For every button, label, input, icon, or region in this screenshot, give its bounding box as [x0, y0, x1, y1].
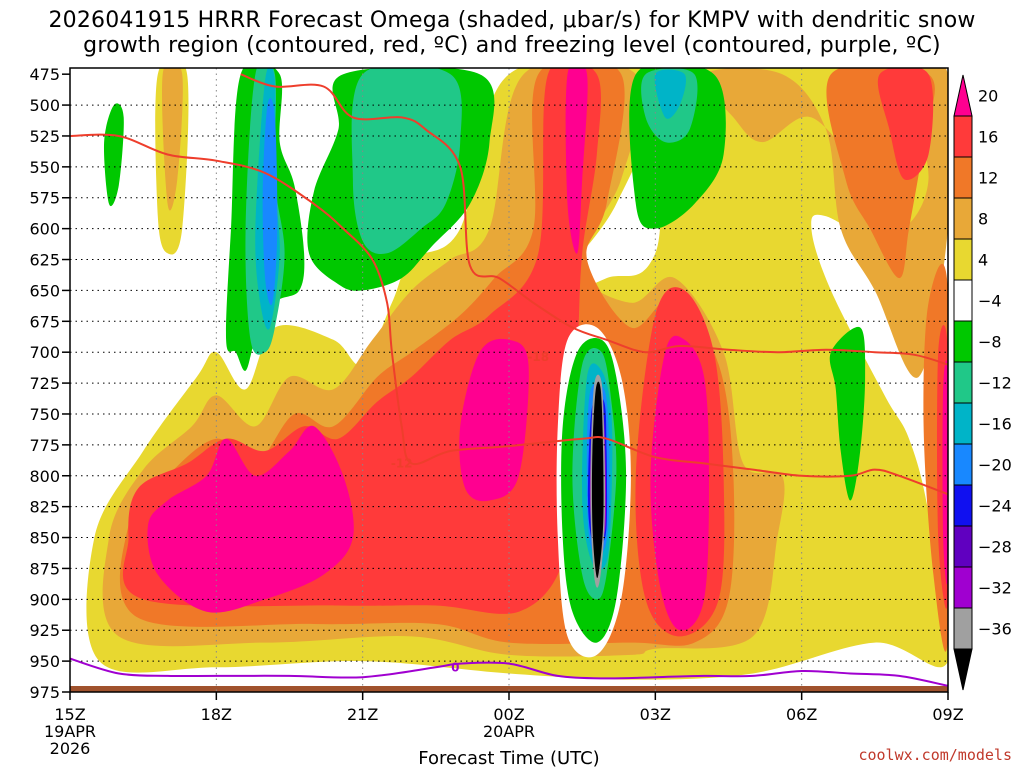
colorbar-segment	[953, 525, 973, 568]
colorbar-label: −24	[978, 497, 1012, 516]
omega-field-4-1	[459, 338, 529, 502]
colorbar-label: −12	[978, 374, 1012, 393]
colorbar-segment	[953, 238, 973, 281]
y-tick-label: 750	[29, 405, 60, 424]
omega-field-4-2	[565, 68, 588, 254]
x-tick-label: 15Z	[54, 705, 85, 724]
chart-title-line1: 2026041915 HRRR Forecast Omega (shaded, …	[48, 8, 976, 33]
omega-field-8-1	[654, 69, 687, 119]
colorbar-top-arrow	[953, 74, 973, 117]
colorbar-label: −4	[978, 292, 1002, 311]
y-tick-label: 825	[29, 498, 60, 517]
contour-label: 0	[451, 660, 459, 674]
colorbar-label: −32	[978, 579, 1012, 598]
x-tick-label: 03Z	[640, 705, 671, 724]
y-tick-label: 575	[29, 189, 60, 208]
colorbar-segment	[953, 115, 973, 158]
omega-field-1-2	[702, 68, 948, 378]
y-tick-label: 975	[29, 683, 60, 702]
colorbar-label: 12	[978, 169, 998, 188]
temperature-contours: -18 -12 0	[70, 73, 948, 687]
credit-text: coolwx.com/models	[858, 746, 1012, 764]
contour-label: -12	[391, 456, 413, 470]
x-tick-date: 19APR	[44, 722, 96, 741]
colorbar-label: 20	[978, 87, 998, 106]
y-tick-label: 900	[29, 590, 60, 609]
x-tick-label: 21Z	[347, 705, 378, 724]
contour-label: -18	[527, 350, 549, 364]
contour-line-2	[70, 657, 948, 687]
colorbar-label: −16	[978, 415, 1012, 434]
colorbar-label: −20	[978, 456, 1012, 475]
y-tick-label: 675	[29, 312, 60, 331]
colorbar-segment	[953, 156, 973, 199]
colorbar-segment	[953, 566, 973, 609]
colorbar-label: 4	[978, 251, 988, 270]
x-tick-date: 20APR	[483, 722, 535, 741]
y-tick-label: 475	[29, 65, 60, 84]
omega-field-1-1	[162, 68, 183, 211]
colorbar-segment	[953, 197, 973, 240]
contour-line-1	[70, 133, 948, 496]
omega-field-6-0	[103, 103, 124, 207]
omega-shaded-fields	[86, 68, 948, 680]
colorbar-label: −28	[978, 538, 1012, 557]
x-tick-label: 09Z	[932, 705, 963, 724]
omega-field-7-1	[351, 68, 462, 254]
x-tick-year: 2026	[50, 739, 91, 758]
y-tick-label: 725	[29, 374, 60, 393]
colorbar-label: 16	[978, 128, 998, 147]
grid-lines	[70, 68, 948, 692]
colorbar-bottom-arrow	[953, 648, 973, 691]
omega-field-4-0	[147, 425, 354, 613]
colorbar-segment	[953, 607, 973, 650]
chart-title: 2026041915 HRRR Forecast Omega (shaded, …	[0, 8, 1024, 58]
terrain-ground-band	[70, 686, 948, 692]
colorbar-segment	[953, 361, 973, 404]
y-tick-label: 625	[29, 251, 60, 270]
y-tick-label: 500	[29, 96, 60, 115]
omega-field-3-2	[877, 68, 934, 181]
colorbar-label: 8	[978, 210, 988, 229]
colorbar: 20 16 12 8 4 −4 −8 −12 −16 −20 −24 −28 −32 −36	[953, 74, 1012, 691]
y-axis: 475 500 525 550 575 600 625 650 675 700 725 750 775 8…	[29, 65, 70, 702]
y-tick-label: 925	[29, 621, 60, 640]
chart-title-line2: growth region (contoured, red, ºC) and f…	[83, 33, 941, 58]
omega-field-9-0	[262, 98, 278, 306]
colorbar-segment	[953, 402, 973, 445]
colorbar-segment	[953, 484, 973, 527]
y-tick-label: 775	[29, 436, 60, 455]
y-tick-label: 525	[29, 127, 60, 146]
y-tick-label: 650	[29, 281, 60, 300]
x-tick-label: 18Z	[201, 705, 232, 724]
y-tick-label: 600	[29, 220, 60, 239]
y-tick-label: 800	[29, 467, 60, 486]
colorbar-segment	[953, 320, 973, 363]
y-tick-label: 850	[29, 529, 60, 548]
x-axis-title: Forecast Time (UTC)	[418, 748, 599, 768]
y-tick-label: 550	[29, 158, 60, 177]
colorbar-segment	[953, 279, 973, 322]
omega-field-13-0	[591, 381, 604, 579]
omega-field-6-4	[829, 326, 866, 501]
y-tick-label: 950	[29, 652, 60, 671]
y-tick-label: 700	[29, 343, 60, 362]
omega-field-4-3	[650, 335, 709, 631]
omega-field-4-4	[942, 360, 948, 585]
y-tick-label: 875	[29, 559, 60, 578]
colorbar-segment	[953, 443, 973, 486]
colorbar-label: −36	[978, 620, 1012, 639]
colorbar-label: −8	[978, 333, 1002, 352]
x-tick-label: 00Z	[493, 705, 524, 724]
x-tick-label: 06Z	[786, 705, 817, 724]
contour-line-0	[240, 73, 948, 366]
